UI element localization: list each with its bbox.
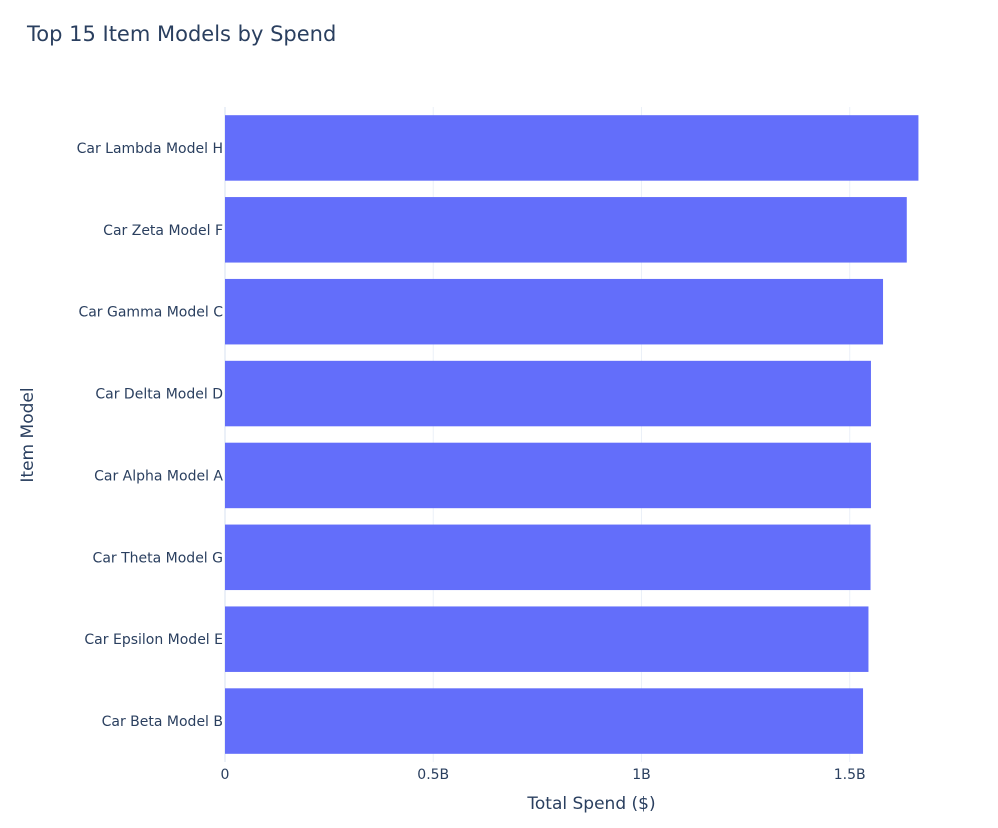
bar — [225, 524, 871, 591]
x-tick-label: 0.5B — [417, 767, 449, 783]
y-tick-label: Car Epsilon Model E — [84, 632, 223, 648]
y-tick-label: Car Alpha Model A — [94, 468, 223, 484]
x-tick-labels: 0 0.5B 1B 1.5B — [221, 767, 866, 783]
bar — [225, 197, 907, 263]
y-tick-label: Car Delta Model D — [95, 387, 223, 403]
bar — [225, 360, 871, 427]
chart-title: Top 15 Item Models by Spend — [27, 22, 337, 46]
bar — [225, 442, 871, 509]
y-tick-label: Car Lambda Model H — [77, 141, 223, 157]
bar — [225, 688, 864, 754]
x-tick-label: 0 — [221, 767, 230, 783]
y-axis-label: Item Model — [18, 387, 38, 483]
y-tick-label: Car Beta Model B — [102, 714, 223, 730]
bar — [225, 278, 884, 345]
x-tick-label: 1.5B — [834, 767, 866, 783]
x-axis-label: Total Spend ($) — [527, 794, 656, 814]
x-tick-label: 1B — [632, 767, 651, 783]
y-tick-labels: Car Lambda Model H Car Zeta Model F Car Ga… — [77, 141, 224, 730]
bars — [225, 115, 919, 754]
y-tick-label: Car Theta Model G — [93, 550, 223, 566]
y-tick-label: Car Gamma Model C — [78, 305, 223, 321]
y-tick-label: Car Zeta Model F — [103, 223, 223, 239]
bar — [225, 606, 869, 672]
bar — [225, 115, 919, 181]
